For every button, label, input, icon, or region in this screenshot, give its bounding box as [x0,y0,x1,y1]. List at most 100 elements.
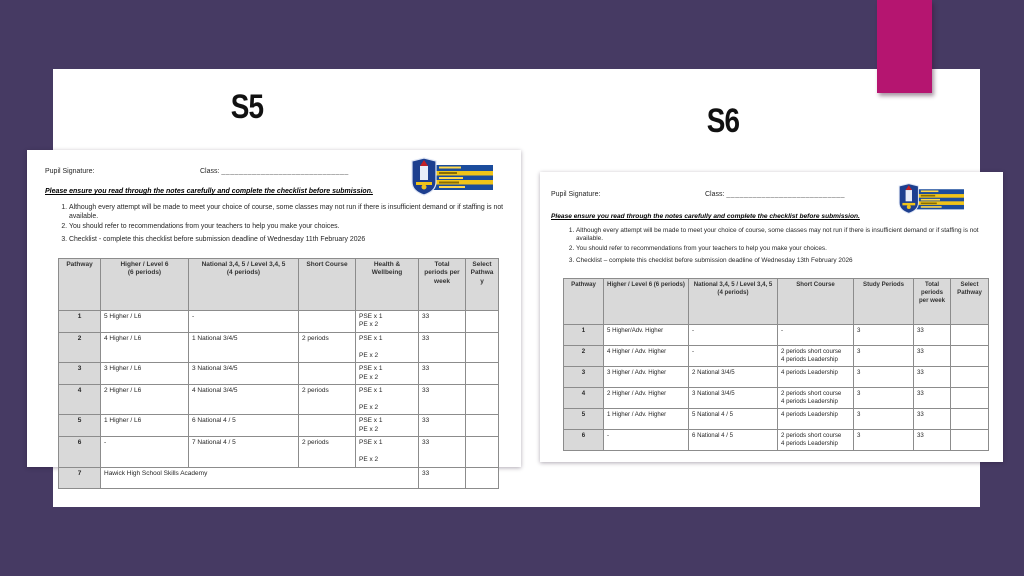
table-cell: 5 Higher / L6 [100,310,189,333]
table-cell: 1 [58,310,101,333]
table-cell [298,414,356,438]
header-row: Pathway Higher / Level 6 (6 periods) Nation… [58,258,499,311]
table-cell: 5 [563,408,604,430]
table-cell: 4 Higher / L6 [100,331,189,364]
table-cell: 4 periods Leadership [777,408,854,430]
class-label: Class: [200,168,220,175]
s6-checklist-page: Pupil Signature: Class: ________________… [540,172,1003,462]
table-cell [950,387,989,409]
table-cell: 3 [563,366,604,388]
notes-list: Although every attempt will be made to m… [566,227,986,267]
note-item: Although every attempt will be made to m… [576,227,986,243]
school-logo-icon [403,156,493,197]
column-header: Pathway [58,258,101,311]
table-cell: PSE x 1 PE x 2 [355,310,419,333]
table-cell: 4 Higher / Adv. Higher [603,345,689,367]
table-cell: 33 [418,436,466,468]
table-cell: 33 [418,384,466,416]
table-cell: 4 [563,387,604,409]
table-cell: 3 [58,362,101,386]
table-cell: 33 [913,366,951,388]
note-item: You should refer to recommendations from… [576,245,986,253]
table-cell [298,362,356,386]
column-header: Short Course [298,258,356,311]
notes-list: Although every attempt will be made to m… [59,204,507,247]
table-cell: 6 [58,436,101,468]
table-cell: 33 [418,331,466,364]
table-cell: 5 [58,414,101,438]
instruction-text: Please ensure you read through the notes… [45,188,373,195]
column-header: Pathway [563,278,604,325]
class-blank-line: ___________________________ [726,191,846,198]
table-cell: 6 National 4 / 5 [688,429,778,451]
table-cell: PSE x 1 PE x 2 [355,331,419,364]
table-cell: 33 [913,429,951,451]
s6-title: S6 [706,102,740,140]
table-cell: 2 periods short course 4 periods Leadersh… [777,345,854,367]
table-cell [950,366,989,388]
accent-bar [877,0,932,93]
table-cell: 2 Higher / L6 [100,384,189,416]
column-header: Total periods per week [418,258,466,311]
table-cell: 33 [418,466,466,489]
table-cell: 3 Higher / Adv. Higher [603,366,689,388]
column-header: Total periods per week [913,278,951,325]
table-cell: 6 National 4 / 5 [188,414,299,438]
table-cell: 1 Higher / L6 [100,414,189,438]
table-cell: 2 periods short course 4 periods Leadersh… [777,429,854,451]
signature-row: Pupil Signature: Class: ________________… [45,168,505,175]
pupil-signature-label: Pupil Signature: [551,191,601,198]
pupil-signature-label: Pupil Signature: [45,168,95,175]
table-cell: 2 periods [298,436,356,468]
column-header: Higher / Level 6 (6 periods) [603,278,689,325]
class-field: Class: _____________________________ [200,168,349,175]
table-cell: 5 Higher/Adv. Higher [603,324,689,346]
table-cell: - [688,345,778,367]
table-cell: 1 Higher / Adv. Higher [603,408,689,430]
s5-pathway-table: Pathway Higher / Level 6 (6 periods) Nation… [58,258,499,489]
school-logo-icon [892,182,964,215]
table-cell: 33 [913,387,951,409]
table-cell: 2 periods [298,331,356,364]
table-cell: - [188,310,299,333]
instruction-text: Please ensure you read through the notes… [551,213,860,220]
table-cell: 3 National 3/4/5 [188,362,299,386]
table-cell: 33 [418,414,466,438]
column-header: National 3,4, 5 / Level 3,4, 5 (4 periods… [188,258,299,311]
note-item: Checklist - complete this checklist befo… [69,236,507,245]
table-cell: 33 [418,310,466,333]
s5-checklist-page: Pupil Signature: Class: ________________… [27,150,521,489]
table-cell: 2 [58,331,101,364]
note-item: Checklist – complete this checklist befo… [576,257,986,265]
table-cell [950,408,989,430]
note-item: Although every attempt will be made to m… [69,204,507,221]
table-cell [465,331,499,364]
table-cell: - [777,324,854,346]
table-cell: 2 National 3/4/5 [688,366,778,388]
table-cell [465,384,499,416]
table-cell: 3 [853,408,914,430]
header-row: Pathway Higher / Level 6 (6 periods) Natio… [563,278,989,325]
table-cell: 2 periods [298,384,356,416]
table-cell: 7 [58,466,101,489]
column-header: Study Periods [853,278,914,325]
table-cell [465,362,499,386]
table-cell: 2 Higher / Adv. Higher [603,387,689,409]
table-cell: 5 National 4 / 5 [688,408,778,430]
pathway-row: 7 Hawick High School Skills Academy 33 [58,466,499,489]
table-cell: - [100,436,189,468]
table-cell: - [603,429,689,451]
column-header: Short Course [777,278,854,325]
table-cell: - [688,324,778,346]
table-cell: 4 National 3/4/5 [188,384,299,416]
column-header: National 3,4, 5 / Level 3,4, 5 (4 periods… [688,278,778,325]
